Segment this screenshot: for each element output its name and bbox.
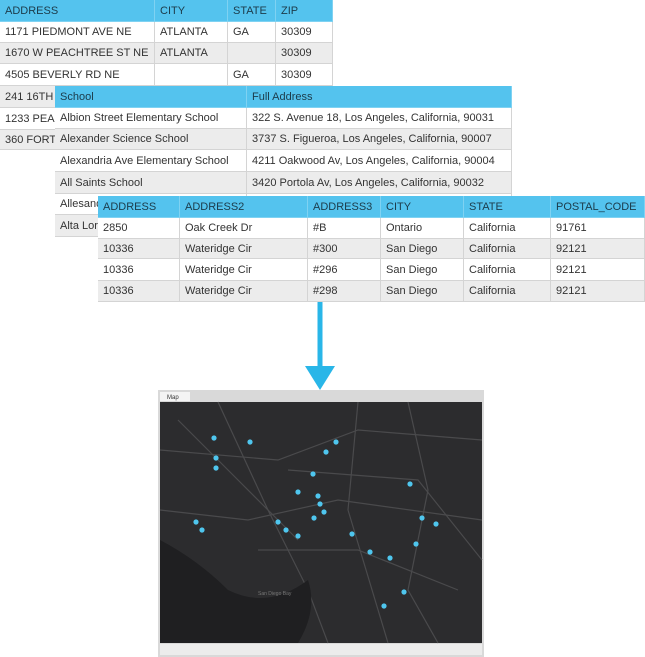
table-cell: San Diego xyxy=(381,239,464,259)
table: ADDRESS ADDRESS2 ADDRESS3 CITY STATE POSTAL_C… xyxy=(98,196,645,302)
map-tab-label: Map xyxy=(167,395,179,401)
table-cell: All Saints School xyxy=(55,172,247,194)
column-header: CITY xyxy=(155,0,228,22)
table-cell: ATLANTA xyxy=(155,43,228,64)
table-cell: 3737 S. Figueroa, Los Angeles, Californi… xyxy=(247,129,512,150)
table-cell xyxy=(155,64,228,86)
column-header: School xyxy=(55,86,247,108)
map-tab xyxy=(160,392,190,401)
table-cell: California xyxy=(464,281,551,302)
points xyxy=(193,435,439,609)
roads xyxy=(159,401,483,644)
table-cell: 92121 xyxy=(551,281,645,302)
table-cell: 30309 xyxy=(276,22,333,43)
table-cell: Albion Street Elementary School xyxy=(55,108,247,129)
column-header: ADDRESS xyxy=(98,196,180,218)
table-cell: 92121 xyxy=(551,259,645,281)
table-cell: 4211 Oakwood Av, Los Angeles, California… xyxy=(247,150,512,172)
table-cell: Wateridge Cir xyxy=(180,259,308,281)
table-cell: 322 S. Avenue 18, Los Angeles, Californi… xyxy=(247,108,512,129)
arrow-head xyxy=(305,366,335,390)
column-header: POSTAL_CODE xyxy=(551,196,645,218)
column-header: ZIP xyxy=(276,0,333,22)
table-cell: Oak Creek Dr xyxy=(180,218,308,239)
table-cell: #300 xyxy=(308,239,381,259)
table-cell: 30309 xyxy=(276,64,333,86)
table-cell: 91761 xyxy=(551,218,645,239)
table-cell: 1670 W PEACHTREE ST NE xyxy=(0,43,155,64)
table-cell xyxy=(228,43,276,64)
table-cell: 10336 xyxy=(98,281,180,302)
column-header: STATE xyxy=(464,196,551,218)
status-bar xyxy=(160,644,482,655)
table-cell: Wateridge Cir xyxy=(180,281,308,302)
table-cell: 4505 BEVERLY RD NE xyxy=(0,64,155,86)
table-cell: California xyxy=(464,259,551,281)
table-cell: California xyxy=(464,239,551,259)
bay xyxy=(160,540,312,643)
table-cell: California xyxy=(464,218,551,239)
table-cell: Alexandria Ave Elementary School xyxy=(55,150,247,172)
table-cell: 10336 xyxy=(98,239,180,259)
table-cell: GA xyxy=(228,64,276,86)
table-cell: ATLANTA xyxy=(155,22,228,43)
table-cell: GA xyxy=(228,22,276,43)
table-cell: Ontario xyxy=(381,218,464,239)
column-header: ADDRESS2 xyxy=(180,196,308,218)
table-cell: #298 xyxy=(308,281,381,302)
column-header: ADDRESS3 xyxy=(308,196,381,218)
bay-label: San Diego Bay xyxy=(258,591,292,597)
table-cell: Alexander Science School xyxy=(55,129,247,150)
column-header: ADDRESS xyxy=(0,0,155,22)
table-cell: 30309 xyxy=(276,43,333,64)
table-cell: 92121 xyxy=(551,239,645,259)
map-window: Map San Diego Bay xyxy=(158,390,484,657)
table-cell: San Diego xyxy=(381,259,464,281)
table-cell: 10336 xyxy=(98,259,180,281)
table-cell: Wateridge Cir xyxy=(180,239,308,259)
column-header: Full Address xyxy=(247,86,512,108)
column-header: STATE xyxy=(228,0,276,22)
table-cell: 1171 PIEDMONT AVE NE xyxy=(0,22,155,43)
table-cell: #B xyxy=(308,218,381,239)
column-header: CITY xyxy=(381,196,464,218)
table-cell: San Diego xyxy=(381,281,464,302)
table-cell: 3420 Portola Av, Los Angeles, California… xyxy=(247,172,512,194)
table-cell: 2850 xyxy=(98,218,180,239)
table-cell: #296 xyxy=(308,259,381,281)
